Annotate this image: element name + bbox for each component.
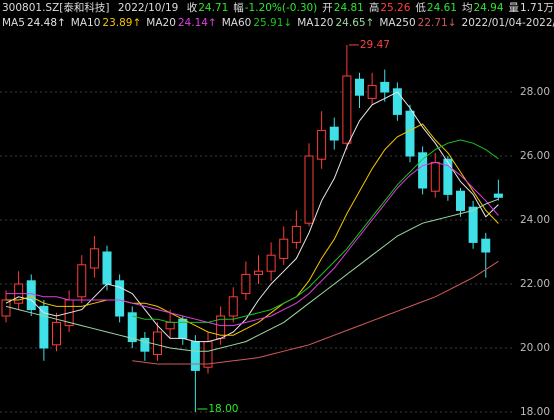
field-value: 24.81 <box>333 2 364 14</box>
field-label: 量 <box>508 2 520 14</box>
ma-line <box>6 161 499 327</box>
candle-body <box>190 341 200 371</box>
candle-body <box>153 331 162 355</box>
stock-code: 300801.SZ[泰和科技] <box>2 2 110 14</box>
candle-body <box>266 254 276 272</box>
field-value: 24.94 <box>473 2 504 14</box>
ma-value: 23.89↑ <box>102 17 142 29</box>
field-label: 低 <box>415 2 426 14</box>
y-tick-label: 20.00 <box>520 342 550 354</box>
field-label: 开 <box>322 2 333 14</box>
candle-body <box>418 152 428 189</box>
candle-body <box>380 81 390 93</box>
y-tick-label: 24.00 <box>520 214 550 226</box>
candle-body <box>317 129 327 160</box>
quote-date: 2022/10/19 <box>117 2 179 14</box>
candle-body <box>228 296 238 317</box>
ma-name: MA60 <box>221 17 252 29</box>
ma-name: MA120 <box>297 17 334 29</box>
field-value: 1.71万 <box>520 2 554 14</box>
field-label: 高 <box>368 2 380 14</box>
candle-body <box>430 161 440 192</box>
candle-body <box>405 110 415 157</box>
ma-line <box>132 139 499 323</box>
candle-body <box>254 270 263 275</box>
candle-body <box>329 126 339 141</box>
candle-body <box>342 75 352 144</box>
candle-body <box>52 321 61 346</box>
field-value: 24.71 <box>198 2 229 14</box>
ma-name: MA20 <box>146 17 176 29</box>
y-tick-label: 18.00 <box>520 406 550 418</box>
ma-legend: MA5 24.48↑ MA10 23.89↑ MA20 24.14↑ MA60 25.91↓ M… <box>2 16 554 30</box>
candle-body <box>102 251 112 285</box>
y-tick-label: 26.00 <box>520 150 550 162</box>
ma-name: MA10 <box>70 17 101 29</box>
field-label: 收 <box>186 2 198 14</box>
candle-body <box>89 248 99 269</box>
candle-body <box>1 299 11 317</box>
candle-body <box>468 206 478 243</box>
candle-body <box>279 238 289 259</box>
candle-body <box>165 321 175 330</box>
candle-body <box>481 238 491 253</box>
min-label: 18.00 <box>208 403 238 415</box>
ma-value: 24.65↑ <box>335 17 375 29</box>
candle-body <box>493 193 503 198</box>
candle-body <box>26 280 36 311</box>
ma-line <box>132 260 499 365</box>
candle-body <box>443 158 453 195</box>
candle-body <box>291 225 301 243</box>
field-value: 24.61 <box>426 2 457 14</box>
field-value: -1.20%(-0.30) <box>244 2 318 14</box>
field-value: 25.26 <box>380 2 411 14</box>
ma-line <box>5 198 499 352</box>
candle-body <box>127 312 137 343</box>
y-tick-label: 22.00 <box>520 278 550 290</box>
candle-body <box>140 337 150 352</box>
ma-name: MA5 <box>2 17 25 29</box>
max-label: 29.47 <box>360 39 390 51</box>
candle-body <box>456 190 465 211</box>
candle-body <box>115 280 125 317</box>
ma-line <box>5 91 499 343</box>
field-label: 均 <box>461 2 473 14</box>
quote-header: 300801.SZ[泰和科技] 2022/10/19 收24.71 幅-1.20%… <box>2 1 554 15</box>
date-range: 2022/01/04-2022/10/19(190日) <box>461 17 554 29</box>
ma-name: MA250 <box>379 17 416 29</box>
candle-body <box>355 78 364 96</box>
candle-body <box>77 264 87 298</box>
candle-body <box>304 155 314 224</box>
candle-body <box>392 88 402 115</box>
candle-body <box>39 305 49 349</box>
ma-value: 24.48↑ <box>26 17 66 29</box>
candle-body <box>367 85 377 99</box>
ma-value: 22.71↓ <box>417 17 457 29</box>
ma-line <box>6 123 499 336</box>
ma-value: 25.91↓ <box>253 17 293 29</box>
candle-body <box>241 273 251 295</box>
field-label: 幅 <box>233 2 244 14</box>
y-tick-label: 28.00 <box>520 86 550 98</box>
ma-value: 24.14↑ <box>177 17 217 29</box>
